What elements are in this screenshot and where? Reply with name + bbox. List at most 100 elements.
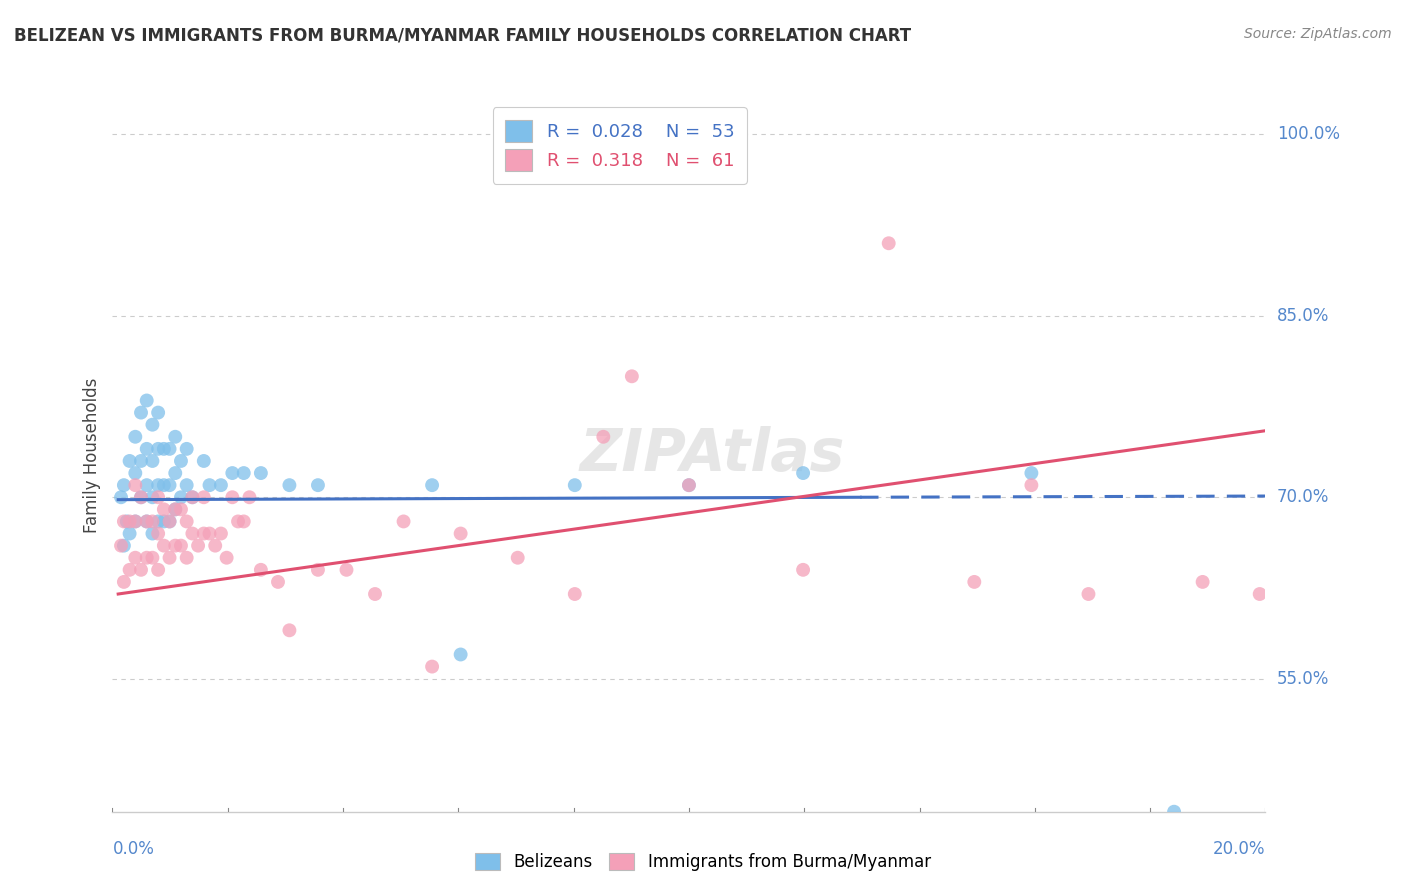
Text: Source: ZipAtlas.com: Source: ZipAtlas.com — [1244, 27, 1392, 41]
Point — [187, 539, 209, 553]
Point — [792, 563, 814, 577]
Point — [141, 515, 163, 529]
Point — [250, 563, 273, 577]
Point — [204, 539, 226, 553]
Point — [420, 478, 443, 492]
Point — [112, 478, 135, 492]
Point — [176, 550, 198, 565]
Point — [118, 563, 141, 577]
Point — [153, 502, 176, 516]
Y-axis label: Family Households: Family Households — [83, 377, 101, 533]
Point — [278, 624, 301, 638]
Legend: R =  0.028    N =  53, R =  0.318    N =  61: R = 0.028 N = 53, R = 0.318 N = 61 — [492, 107, 747, 184]
Point — [215, 550, 238, 565]
Point — [564, 478, 586, 492]
Point — [141, 490, 163, 504]
Point — [176, 478, 198, 492]
Point — [193, 490, 215, 504]
Point — [146, 442, 169, 456]
Point — [141, 550, 163, 565]
Point — [124, 430, 146, 444]
Point — [165, 539, 187, 553]
Point — [135, 442, 157, 456]
Point — [226, 515, 249, 529]
Point — [159, 478, 181, 492]
Point — [153, 478, 176, 492]
Point — [129, 490, 152, 504]
Point — [792, 466, 814, 480]
Point — [1021, 466, 1043, 480]
Point — [124, 550, 146, 565]
Point — [118, 515, 141, 529]
Point — [153, 442, 176, 456]
Point — [450, 526, 472, 541]
Point — [146, 526, 169, 541]
Point — [118, 526, 141, 541]
Point — [124, 515, 146, 529]
Point — [198, 478, 221, 492]
Point — [146, 406, 169, 420]
Point — [963, 574, 986, 589]
Point — [181, 490, 204, 504]
Point — [135, 515, 157, 529]
Point — [1163, 805, 1185, 819]
Point — [564, 587, 586, 601]
Point — [146, 563, 169, 577]
Point — [209, 526, 232, 541]
Point — [1021, 478, 1043, 492]
Point — [110, 490, 132, 504]
Point — [159, 550, 181, 565]
Point — [238, 490, 260, 504]
Point — [159, 442, 181, 456]
Point — [267, 574, 290, 589]
Point — [209, 478, 232, 492]
Point — [124, 515, 146, 529]
Point — [165, 430, 187, 444]
Point — [1191, 574, 1213, 589]
Point — [176, 442, 198, 456]
Point — [135, 550, 157, 565]
Point — [170, 539, 193, 553]
Point — [221, 466, 243, 480]
Point — [165, 502, 187, 516]
Point — [170, 490, 193, 504]
Point — [392, 515, 415, 529]
Point — [165, 502, 187, 516]
Point — [141, 526, 163, 541]
Point — [118, 454, 141, 468]
Point — [335, 563, 357, 577]
Point — [165, 466, 187, 480]
Point — [153, 539, 176, 553]
Text: 70.0%: 70.0% — [1277, 488, 1329, 507]
Point — [232, 466, 254, 480]
Point — [159, 515, 181, 529]
Point — [193, 454, 215, 468]
Point — [678, 478, 700, 492]
Point — [135, 393, 157, 408]
Point — [141, 454, 163, 468]
Point — [124, 466, 146, 480]
Point — [112, 515, 135, 529]
Point — [110, 539, 132, 553]
Point — [193, 526, 215, 541]
Point — [115, 515, 138, 529]
Point — [420, 659, 443, 673]
Point — [135, 515, 157, 529]
Point — [129, 563, 152, 577]
Point — [112, 574, 135, 589]
Point — [129, 406, 152, 420]
Text: ZIPAtlas: ZIPAtlas — [579, 426, 845, 483]
Point — [364, 587, 387, 601]
Text: BELIZEAN VS IMMIGRANTS FROM BURMA/MYANMAR FAMILY HOUSEHOLDS CORRELATION CHART: BELIZEAN VS IMMIGRANTS FROM BURMA/MYANMA… — [14, 27, 911, 45]
Point — [124, 478, 146, 492]
Point — [450, 648, 472, 662]
Legend: Belizeans, Immigrants from Burma/Myanmar: Belizeans, Immigrants from Burma/Myanmar — [467, 845, 939, 880]
Point — [506, 550, 529, 565]
Point — [141, 417, 163, 432]
Point — [159, 515, 181, 529]
Point — [250, 466, 273, 480]
Point — [170, 454, 193, 468]
Point — [307, 563, 329, 577]
Point — [153, 515, 176, 529]
Point — [877, 236, 900, 251]
